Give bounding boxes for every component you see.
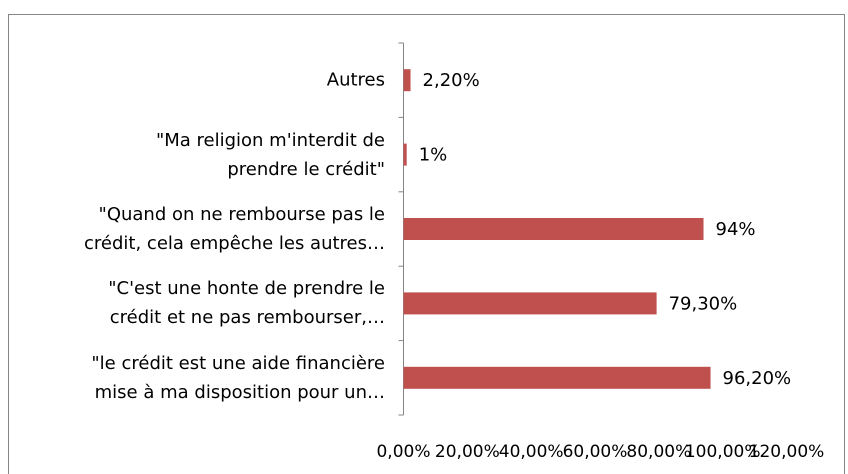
category-label: "le crédit est une aide financière mise … [91,352,385,403]
x-tick-label: 60,00% [563,442,628,462]
value-label: 79,30% [669,293,738,314]
category-label: Autres [326,69,385,91]
chart-frame [8,14,845,474]
bar [403,69,411,92]
x-tick-label: 100,00% [685,442,761,462]
bar [403,292,657,315]
bar [403,366,711,389]
category-label: "Ma religion m'interdit de prendre le cr… [155,129,385,180]
x-tick-label: 120,00% [749,442,825,462]
x-tick-label: 80,00% [626,442,691,462]
bar [403,218,704,240]
value-label: 1% [419,145,448,166]
x-tick-label: 0,00% [376,442,430,462]
category-label: "C'est une honte de prendre le crédit et… [108,278,385,329]
bar [403,143,407,166]
value-label: 96,20% [723,368,792,389]
category-label: "Quand on ne rembourse pas le crédit, ce… [84,204,385,254]
x-tick-label: 20,00% [435,442,500,462]
x-tick-label: 40,00% [499,442,564,462]
value-label: 94% [716,219,756,240]
value-label: 2,20% [423,70,480,91]
